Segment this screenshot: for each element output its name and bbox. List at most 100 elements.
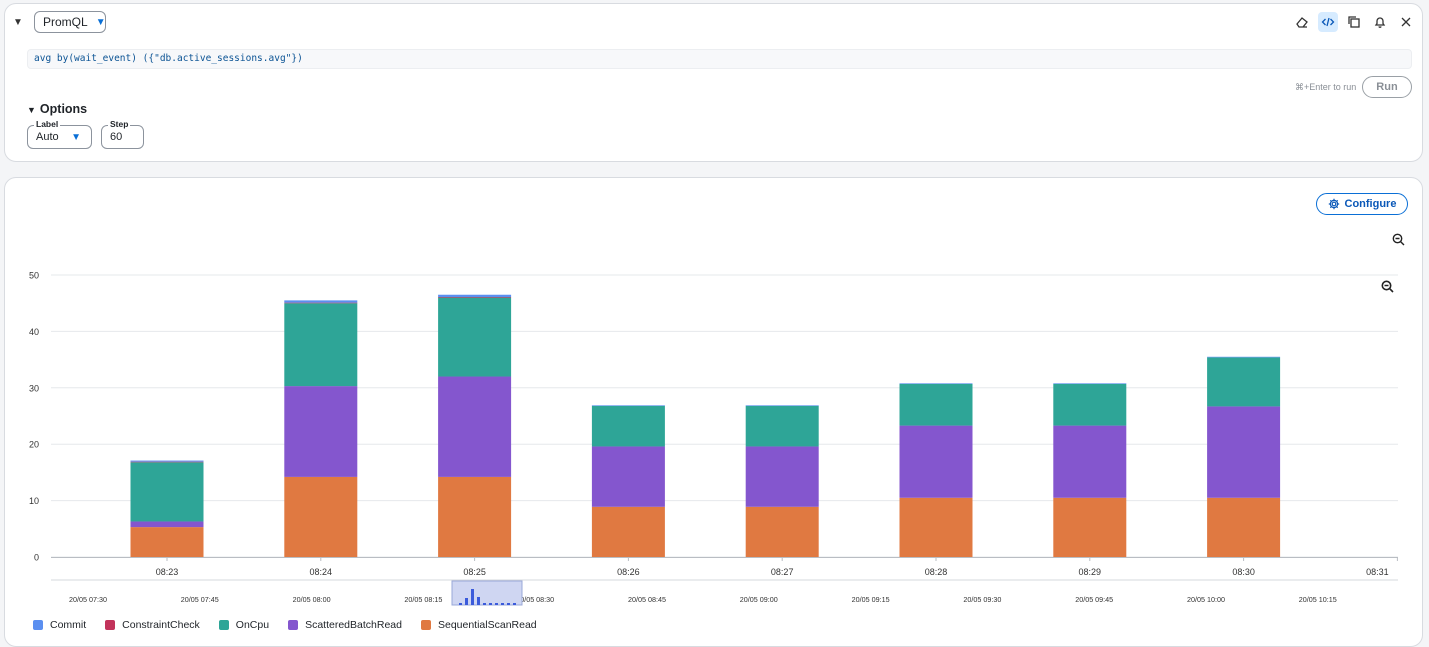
chart-legend: Commit ConstraintCheck OnCpu ScatteredBatch…	[33, 619, 556, 631]
bar-segment	[284, 302, 358, 304]
code-icon[interactable]	[1318, 12, 1338, 32]
eraser-icon[interactable]	[1292, 12, 1312, 32]
navigator-mini-bar	[477, 597, 480, 605]
bar-segment	[745, 446, 819, 507]
label-field-value: Auto	[36, 131, 59, 143]
navigator-tick-label: 20/05 07:45	[181, 595, 219, 604]
navigator-tick-label: 20/05 10:15	[1299, 595, 1337, 604]
bar-segment	[591, 506, 665, 557]
x-tick-label: 08:26	[617, 567, 640, 577]
zoom-out-icon[interactable]	[1391, 232, 1405, 246]
bar-segment	[745, 405, 819, 447]
bar-segment	[899, 383, 973, 426]
legend-item[interactable]: ConstraintCheck	[105, 619, 200, 631]
bar-segment	[899, 425, 973, 498]
query-editor-panel: ▼ PromQL ▼ avg by(wait_event) ({"db.acti…	[4, 3, 1423, 162]
label-select[interactable]: Label Auto ▼	[27, 119, 92, 149]
bar-segment	[130, 461, 204, 463]
bar-segment	[284, 300, 358, 303]
x-tick-label: 08:24	[310, 567, 333, 577]
navigator-mini-bar	[483, 603, 486, 605]
bar-segment	[438, 376, 512, 477]
x-tick-label: 08:29	[1079, 567, 1102, 577]
bar-segment	[1053, 383, 1127, 426]
y-tick-label: 10	[29, 496, 39, 506]
legend-label: ConstraintCheck	[122, 619, 200, 631]
bar-segment	[1053, 497, 1127, 557]
chart-panel: Configure 0 10 20 30 40 50 08:23 08:24 08:25 08:…	[4, 177, 1423, 647]
legend-item[interactable]: SequentialScanRead	[420, 619, 537, 631]
x-tick-label: 08:23	[156, 567, 179, 577]
configure-button[interactable]: Configure	[1316, 193, 1408, 215]
navigator-tick-label: 20/05 09:00	[740, 595, 778, 604]
chevron-down-icon: ▼	[95, 16, 106, 28]
legend-swatch	[218, 620, 229, 630]
navigator-tick-label: 20/05 09:15	[852, 595, 890, 604]
x-tick-label: 08:27	[771, 567, 794, 577]
bar-segment	[899, 497, 973, 557]
navigator-tick-label: 20/05 08:00	[293, 595, 331, 604]
bar-segment	[745, 506, 819, 557]
bar-segment	[438, 476, 512, 557]
language-select-value: PromQL	[43, 15, 88, 29]
navigator-tick-label: 20/05 09:45	[1075, 595, 1113, 604]
navigator-tick-label: 20/05 08:45	[628, 595, 666, 604]
legend-swatch	[105, 620, 116, 630]
legend-item[interactable]: ScatteredBatchRead	[288, 619, 402, 631]
bar-segment	[591, 405, 665, 447]
run-button[interactable]: Run	[1362, 76, 1412, 98]
x-tick-label: 08:25	[463, 567, 486, 577]
navigator-mini-bar	[465, 598, 468, 605]
y-tick-label: 20	[29, 440, 39, 450]
legend-label: ScatteredBatchRead	[305, 619, 402, 631]
bar-segment	[591, 446, 665, 507]
step-field-value: 60	[110, 131, 123, 143]
navigator-tick-label: 20/05 10:00	[1187, 595, 1225, 604]
navigator-tick-label: 20/05 08:15	[404, 595, 442, 604]
step-input[interactable]: Step 60	[101, 119, 144, 149]
legend-label: SequentialScanRead	[437, 619, 537, 631]
bar-segment	[1207, 406, 1281, 498]
bar-segment	[745, 405, 819, 406]
legend-label: OnCpu	[235, 619, 270, 631]
gear-icon	[1328, 198, 1340, 210]
bar-segment	[1207, 497, 1281, 557]
legend-item[interactable]: OnCpu	[218, 619, 270, 631]
bar-segment	[130, 460, 204, 462]
bar-segment	[591, 405, 665, 406]
close-icon[interactable]	[1396, 12, 1416, 32]
query-input[interactable]: avg by(wait_event) ({"db.active_sessions…	[27, 49, 1412, 69]
bar-segment	[284, 303, 358, 387]
bar-segment	[130, 521, 204, 528]
navigator-mini-bar	[507, 603, 510, 605]
bar-segment	[1053, 383, 1127, 384]
caret-down-icon: ▼	[27, 105, 36, 115]
bar-segment	[438, 297, 512, 377]
y-tick-label: 30	[29, 383, 39, 393]
bar-segment	[1053, 425, 1127, 498]
legend-swatch	[33, 620, 43, 630]
x-tick-label: 08:28	[925, 567, 948, 577]
navigator-mini-bar	[471, 589, 474, 605]
y-tick-label: 0	[34, 553, 39, 563]
legend-item[interactable]: Commit	[33, 619, 86, 631]
reset-zoom-icon[interactable]	[1380, 279, 1394, 293]
navigator-mini-bar	[495, 603, 498, 605]
stacked-bar-chart: 0 10 20 30 40 50 08:23 08:24 08:25 08:26 08:27 08:…	[29, 271, 1398, 606]
options-title: Options	[39, 102, 88, 116]
bar-segment	[438, 294, 512, 297]
legend-label: Commit	[50, 619, 87, 631]
language-select[interactable]: PromQL ▼	[34, 11, 106, 33]
legend-swatch	[420, 620, 431, 630]
y-tick-label: 40	[29, 327, 39, 337]
collapse-caret-icon[interactable]: ▼	[13, 16, 23, 28]
bar-segment	[899, 383, 973, 384]
legend-swatch	[288, 620, 299, 630]
bar-segment	[1207, 357, 1281, 407]
bell-icon[interactable]	[1370, 12, 1390, 32]
options-toggle[interactable]: ▼ Options	[27, 102, 87, 116]
navigator-tick-label: 20/05 07:30	[69, 595, 107, 604]
navigator-window	[451, 580, 523, 606]
copy-icon[interactable]	[1344, 12, 1364, 32]
navigator-tick-label: 20/05 08:30	[516, 595, 554, 604]
